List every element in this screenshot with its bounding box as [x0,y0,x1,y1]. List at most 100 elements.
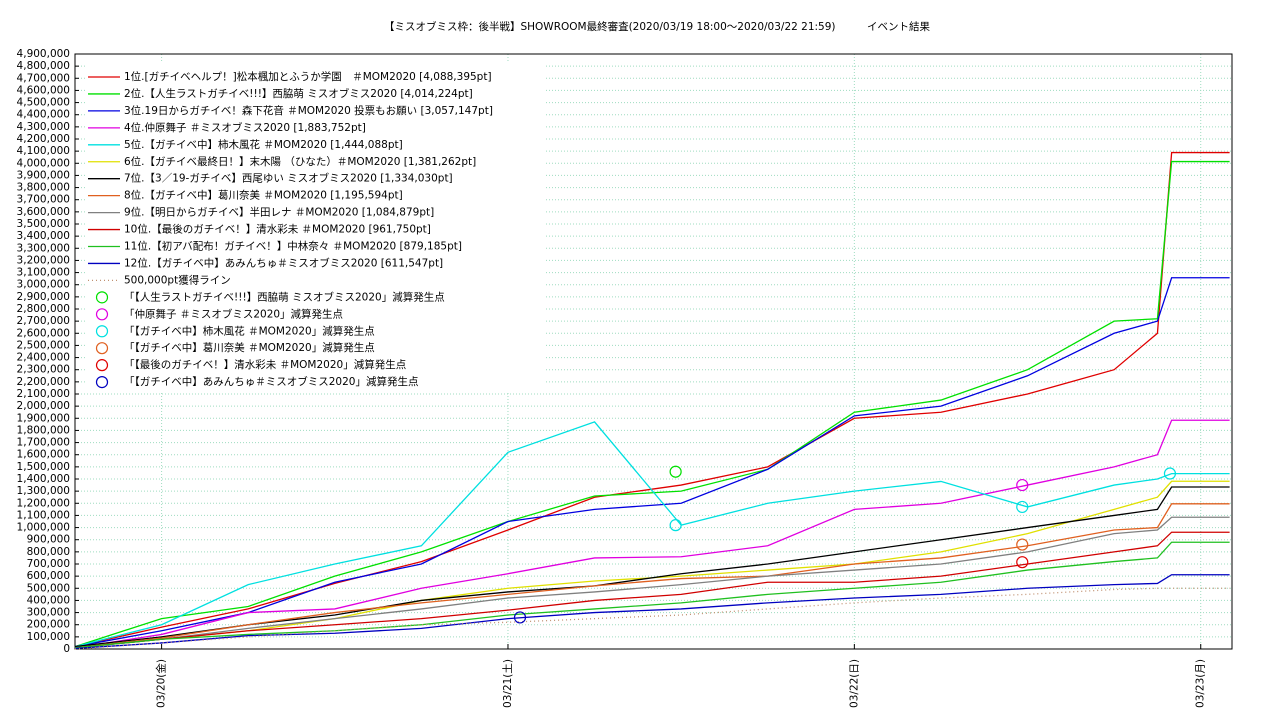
legend-label: 6位.【ガチイベ最終日！】末木陽 （ひなた）＃MOM2020 [1,381,26… [124,155,476,168]
series-line [74,480,1230,649]
y-tick-label: 3,900,000 [17,169,70,181]
legend-label: 5位.【ガチイベ中】柿木風花 ＃MOM2020 [1,444,088pt] [124,138,403,151]
y-tick-label: 200,000 [27,619,70,631]
y-tick-label: 3,200,000 [17,254,70,266]
y-tick-label: 2,400,000 [17,352,70,364]
legend-label: 「仲原舞子 ＃ミスオブミス2020」減算発生点 [124,307,343,320]
y-tick-label: 900,000 [27,534,70,546]
y-tick-label: 4,700,000 [17,72,70,84]
legend: 1位.[ガチイベヘルプ！]松本楓加とふうか学園 ＃MOM2020 [4,088,… [85,63,545,393]
y-tick-label: 2,000,000 [17,400,70,412]
series-line [74,503,1230,649]
y-tick-label: 4,800,000 [17,60,70,72]
y-tick-label: 2,100,000 [17,388,70,400]
y-tick-label: 3,300,000 [17,242,70,254]
y-tick-label: 4,600,000 [17,84,70,96]
y-tick-label: 4,000,000 [17,157,70,169]
series-line [74,277,1230,648]
legend-label: 9位.【明日からガチイベ】半田レナ ＃MOM2020 [1,084,879pt] [124,206,434,219]
y-tick-label: 4,300,000 [17,121,70,133]
legend-marker [95,325,109,338]
series-line [74,516,1230,649]
marker [669,465,682,478]
x-tick-label: 03/21(土) [501,659,514,708]
series-line [74,541,1230,649]
y-tick-label: 2,500,000 [17,339,70,351]
y-tick-label: 100,000 [27,631,70,643]
legend-label: 「【ガチイベ中】あみんちゅ＃ミスオブミス2020」減算発生点 [124,375,418,388]
y-tick-label: 700,000 [27,558,70,570]
chart-title: 【ミスオブミス枠：後半戦】SHOWROOM最終審査(2020/03/19 18:… [384,20,931,33]
y-tick-label: 2,200,000 [17,376,70,388]
x-tick-label: 03/22(日) [848,659,860,708]
y-tick-label: 4,100,000 [17,145,70,157]
marker [669,519,682,532]
y-tick-label: 4,900,000 [17,48,70,60]
marker [1016,538,1029,551]
legend-label: 「【人生ラストガチイベ!!!】西脇萌 ミスオブミス2020」減算発生点 [124,290,445,303]
series-line [74,421,1230,648]
legend-label: 3位.19日からガチイベ！森下花音 ＃MOM2020 投票もお願い [3,057… [124,104,493,117]
legend-label: 7位.【3／19-ガチイベ】西尾ゆい ミスオブミス2020 [1,334,030… [124,172,453,185]
y-tick-label: 2,900,000 [17,291,70,303]
marker [1016,500,1029,514]
y-tick-label: 3,800,000 [17,182,70,194]
y-tick-label: 3,500,000 [17,218,70,230]
legend-marker [95,376,109,389]
legend-label: 1位.[ガチイベヘルプ！]松本楓加とふうか学園 ＃MOM2020 [4,088,… [124,70,492,83]
legend-label: 11位.【初アバ配布！ガチイベ！】中林奈々 ＃MOM2020 [879,185p… [124,240,462,253]
y-tick-label: 1,600,000 [17,449,70,461]
series-line [74,160,1230,648]
y-tick-label: 3,700,000 [17,194,70,206]
y-tick-label: 3,000,000 [17,279,70,291]
legend-label: 8位.【ガチイベ中】葛川奈美 ＃MOM2020 [1,195,594pt] [124,189,403,202]
y-tick-label: 300,000 [27,607,70,619]
y-tick-label: 4,400,000 [17,109,70,121]
legend-label: 500,000pt獲得ライン [124,273,231,286]
y-tick-label: 4,500,000 [17,97,70,109]
legend-label: 2位.【人生ラストガチイベ!!!】西脇萌 ミスオブミス2020 [4,014,2… [124,87,473,100]
series-line [74,486,1230,648]
y-tick-label: 400,000 [27,594,70,606]
y-tick-label: 1,900,000 [17,412,70,424]
legend-label: 12位.【ガチイベ中】あみんちゅ＃ミスオブミス2020 [611,547pt] [124,256,443,269]
marker [1163,467,1177,480]
y-tick-label: 1,000,000 [17,522,70,534]
legend-label: 「【ガチイベ中】柿木風花 ＃MOM2020」減算発生点 [124,324,375,337]
legend-marker [95,291,109,304]
marker [513,611,527,624]
series-line [74,587,1230,650]
legend-label: 4位.仲原舞子 ＃ミスオブミス2020 [1,883,752pt] [124,121,366,134]
y-tick-label: 3,400,000 [17,230,70,242]
y-tick-label: 2,300,000 [17,364,70,376]
y-tick-label: 1,300,000 [17,485,70,497]
legend-marker [95,342,109,355]
marker [1016,478,1029,492]
legend-label: 10位.【最後のガチイベ！】清水彩未 ＃MOM2020 [961,750pt] [124,223,431,236]
y-tick-label: 2,600,000 [17,327,70,339]
x-tick-label: 03/23(月) [1195,659,1207,708]
legend-box [85,63,545,393]
y-tick-label: 600,000 [27,570,70,582]
series-line [74,531,1230,649]
y-tick-label: 1,200,000 [17,497,70,509]
series-line [74,419,1230,649]
y-tick-label: 1,700,000 [17,437,70,449]
plot-frame [74,53,1233,650]
y-tick-label: 1,800,000 [17,424,70,436]
y-tick-label: 3,600,000 [17,206,70,218]
y-tick-label: 1,500,000 [17,461,70,473]
series-line [74,151,1230,648]
legend-label: 「【最後のガチイベ！】清水彩未 ＃MOM2020」減算発生点 [124,358,406,371]
y-tick-label: 0 [63,643,70,655]
legend-marker [95,359,109,372]
marker [1016,556,1029,569]
y-tick-label: 2,700,000 [17,315,70,327]
y-tick-label: 1,400,000 [17,473,70,485]
y-tick-label: 2,800,000 [17,303,70,315]
y-tick-label: 500,000 [27,582,70,594]
y-tick-label: 800,000 [27,546,70,558]
y-tick-label: 1,100,000 [17,509,70,521]
legend-label: 「【ガチイベ中】葛川奈美 ＃MOM2020」減算発生点 [124,341,375,354]
